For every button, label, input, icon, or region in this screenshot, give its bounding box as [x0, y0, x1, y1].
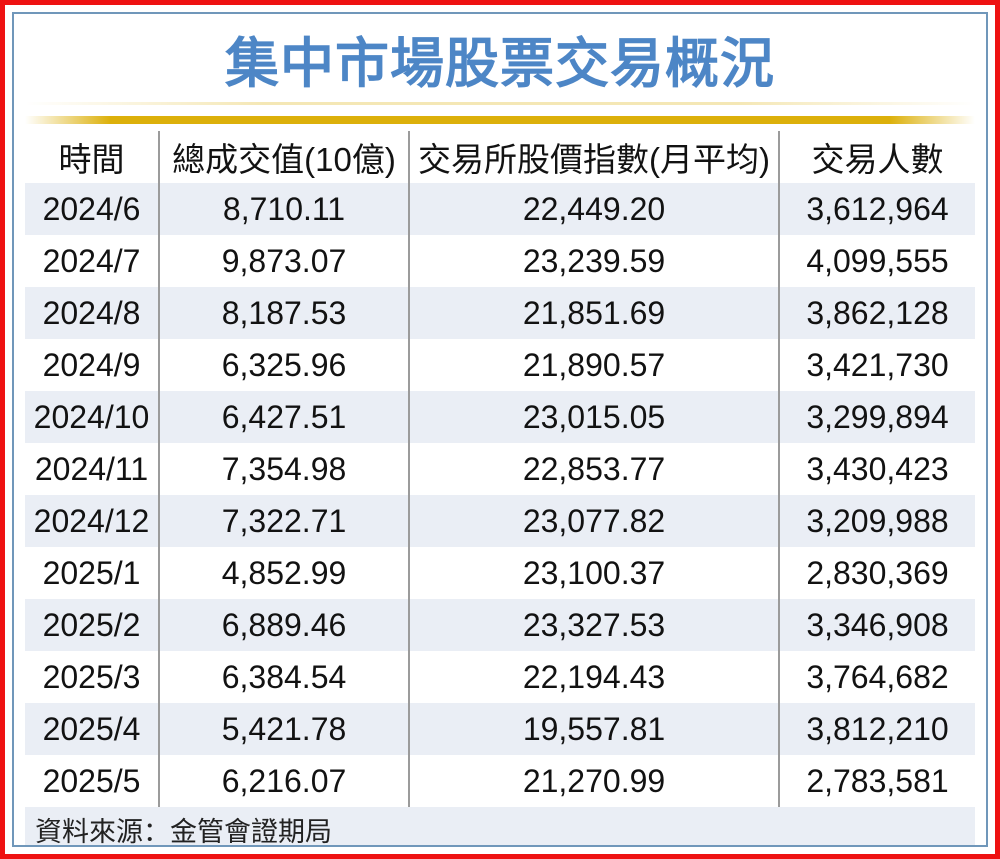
period-cell: 2025/5 — [25, 755, 160, 807]
value-cell: 6,384.54 — [160, 651, 410, 703]
value-cell: 5,421.78 — [160, 703, 410, 755]
value-cell: 9,873.07 — [160, 235, 410, 287]
period-cell: 2024/7 — [25, 235, 160, 287]
value-cell: 6,325.96 — [160, 339, 410, 391]
period-cell: 2024/11 — [25, 443, 160, 495]
value-cell: 3,812,210 — [780, 703, 975, 755]
column-header-1: 總成交值(10億) — [160, 131, 410, 183]
value-cell: 23,077.82 — [410, 495, 780, 547]
value-cell: 3,299,894 — [780, 391, 975, 443]
value-cell: 7,354.98 — [160, 443, 410, 495]
period-cell: 2024/6 — [25, 183, 160, 235]
value-cell: 4,852.99 — [160, 547, 410, 599]
column-header-3: 交易人數 — [780, 131, 975, 183]
value-cell: 8,187.53 — [160, 287, 410, 339]
period-cell: 2024/10 — [25, 391, 160, 443]
accent-gold-bar — [25, 116, 975, 124]
value-cell: 21,890.57 — [410, 339, 780, 391]
column-header-0: 時間 — [25, 131, 160, 183]
value-cell: 6,889.46 — [160, 599, 410, 651]
period-cell: 2025/1 — [25, 547, 160, 599]
period-cell: 2025/2 — [25, 599, 160, 651]
period-cell: 2024/12 — [25, 495, 160, 547]
period-cell: 2024/9 — [25, 339, 160, 391]
value-cell: 8,710.11 — [160, 183, 410, 235]
value-cell: 2,783,581 — [806, 762, 949, 799]
value-cell: 3,421,730 — [806, 346, 949, 383]
value-cell: 23,100.37 — [410, 547, 780, 599]
value-cell: 3,764,682 — [806, 658, 949, 695]
accent-thin-line — [25, 102, 975, 105]
page-title: 集中市場股票交易概況 — [225, 34, 775, 94]
column-header-2: 交易所股價指數(月平均) — [410, 131, 780, 183]
period-cell: 2024/8 — [25, 287, 160, 339]
value-cell: 22,449.20 — [410, 183, 780, 235]
value-cell: 21,851.69 — [410, 287, 780, 339]
page-content: 集中市場股票交易概況 時間 總成交值(10億) 交易所股價指數(月平均) 交易人數 20… — [14, 14, 986, 845]
value-cell: 3,346,908 — [780, 599, 975, 651]
value-cell: 21,270.99 — [410, 755, 780, 807]
value-cell: 23,239.59 — [410, 235, 780, 287]
value-cell: 22,194.43 — [410, 651, 780, 703]
period-cell: 2025/4 — [25, 703, 160, 755]
value-cell: 23,015.05 — [410, 391, 780, 443]
value-cell: 19,557.81 — [410, 703, 780, 755]
value-cell: 2,830,369 — [806, 554, 949, 591]
inner-blue-frame: 集中市場股票交易概況 時間 總成交值(10億) 交易所股價指數(月平均) 交易人數 20… — [12, 12, 988, 847]
source-note: 資料來源：金管會證期局 — [25, 807, 975, 845]
value-cell: 22,853.77 — [410, 443, 780, 495]
value-cell: 3,430,423 — [806, 450, 949, 487]
period-cell: 2025/3 — [25, 651, 160, 703]
trading-table: 時間 總成交值(10億) 交易所股價指數(月平均) 交易人數 2024/6 8,710.1… — [25, 131, 975, 845]
value-cell: 4,099,555 — [806, 242, 949, 279]
value-cell: 7,322.71 — [160, 495, 410, 547]
value-cell: 3,862,128 — [780, 287, 975, 339]
value-cell: 6,427.51 — [160, 391, 410, 443]
value-cell: 6,216.07 — [160, 755, 410, 807]
value-cell: 3,209,988 — [780, 495, 975, 547]
value-cell: 23,327.53 — [410, 599, 780, 651]
value-cell: 3,612,964 — [780, 183, 975, 235]
